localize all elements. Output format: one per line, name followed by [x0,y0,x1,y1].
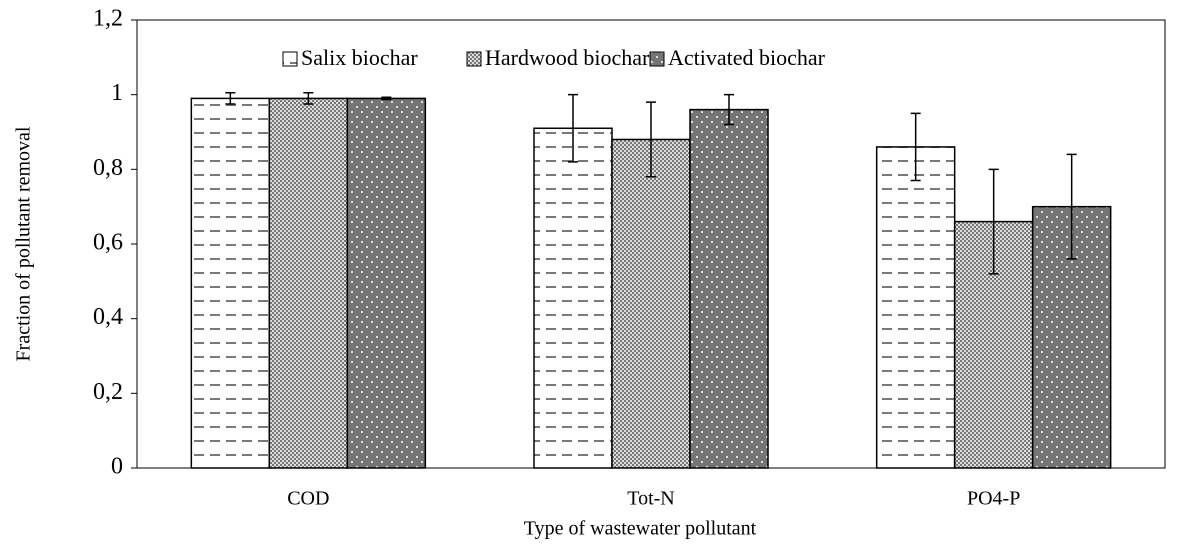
x-axis-title: Type of wastewater pollutant [524,518,757,540]
legend-swatch [282,51,298,67]
legend-swatch [466,51,482,67]
error-bar [303,92,314,105]
y-tick-label: 0,2 [93,379,123,405]
legend-label: Hardwood biochar [485,45,650,70]
y-tick-label: 0 [111,454,123,480]
error-bar [381,96,392,101]
error-bar [724,93,734,126]
y-tick-label: 1,2 [93,6,123,32]
bar [875,146,956,469]
bar [611,138,691,469]
legend-swatch [649,51,665,67]
bar [346,97,427,469]
error-bar [225,92,236,105]
x-tick-label: COD [287,488,329,510]
bar [268,97,349,469]
bar [190,97,271,469]
y-tick-label: 0,6 [93,230,123,256]
y-tick-label: 0,4 [93,304,123,330]
x-tick-label: PO4-P [967,488,1020,510]
bar [533,127,613,469]
error-bar [910,112,921,182]
legend-label: Activated biochar [668,45,826,70]
x-tick-label: Tot-N [627,488,674,510]
legend-label: Salix biochar [301,45,418,70]
error-bar [568,93,578,163]
y-tick-label: 1 [111,80,123,106]
bar [689,108,769,469]
y-axis-title: Fraction of pollutant removal [13,126,35,361]
error-bar [1066,153,1077,260]
y-tick-label: 0,8 [93,155,123,181]
error-bar [988,168,999,275]
error-bar [646,101,656,178]
